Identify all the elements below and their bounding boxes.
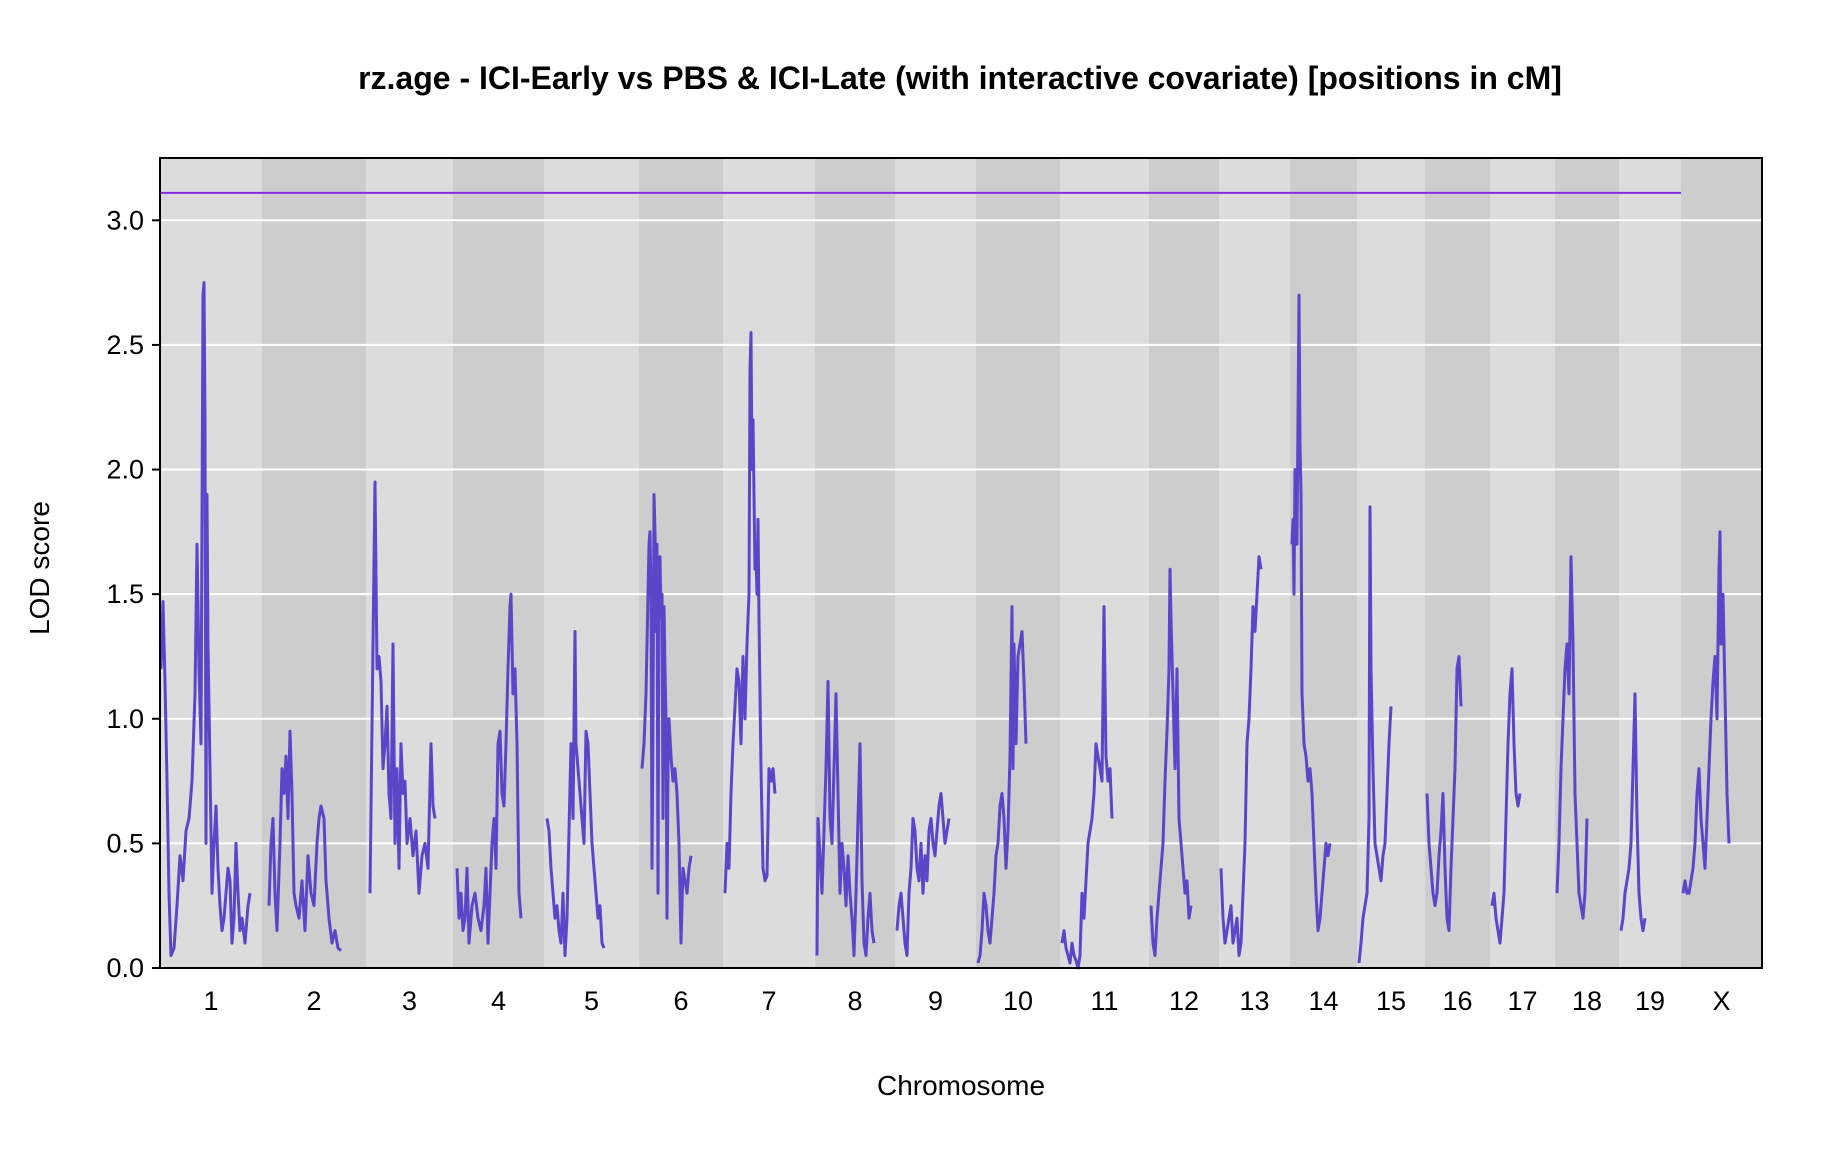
lod-curve-chr-7 [723,331,777,894]
lod-curve-chr-X [1681,530,1731,895]
lod-curve-chr-18 [1555,555,1589,920]
x-tick-label-chr-11: 11 [1090,986,1118,1016]
lod-curve-chr-12 [1149,567,1193,957]
lod-curve-chr-1 [159,281,252,957]
lod-curve-chr-11 [1060,605,1114,970]
y-tick-label-1.5: 1.5 [106,579,144,609]
lod-curves [159,281,1731,970]
chromosome-band-13 [1219,158,1290,968]
x-tick-label-chr-4: 4 [491,986,506,1016]
lod-curve-chr-15 [1357,505,1393,964]
lod-curve-chr-5 [545,630,606,957]
y-tick-label-0.0: 0.0 [106,953,144,983]
lod-curve-chr-3 [368,480,437,895]
chromosome-band-17 [1490,158,1555,968]
lod-curve-chr-17 [1490,667,1522,945]
lod-curve-chr-8 [815,679,876,957]
x-tick-label-chr-1: 1 [203,986,218,1016]
lod-curve-chr-4 [455,592,523,945]
grid-lines [160,219,1762,845]
x-axis-label: Chromosome [876,1070,1046,1101]
x-tick-label-chr-16: 16 [1442,986,1472,1016]
x-tick-label-chr-7: 7 [761,986,776,1016]
x-axis-ticks: 1 2 3 4 5 6 7 8 9 10 11 12 13 14 15 16 17 18 19 X [203,986,1730,1016]
y-axis-ticks: 0.0 0.5 1.0 1.5 2.0 2.5 3.0 [106,205,160,983]
x-tick-label-chr-15: 15 [1376,986,1406,1016]
plot-frame [159,157,1763,969]
chromosome-band-4 [453,158,544,968]
chromosome-band-19 [1619,158,1681,968]
y-tick-label-0.5: 0.5 [106,828,144,858]
x-tick-label-chr-9: 9 [928,986,943,1016]
x-tick-label-chr-19: 19 [1635,986,1665,1016]
lod-curve-chr-9 [895,792,951,957]
x-tick-label-chr-13: 13 [1239,986,1269,1016]
chromosome-band-10 [976,158,1060,968]
x-tick-label-chr-12: 12 [1169,986,1199,1016]
x-tick-label-chr-14: 14 [1308,986,1338,1016]
x-tick-label-chr-6: 6 [673,986,688,1016]
x-tick-label-chr-10: 10 [1003,986,1033,1016]
lod-curve-chr-10 [976,605,1028,964]
chromosome-band-8 [815,158,895,968]
lod-curve-chr-2 [267,729,342,952]
chromosome-band-2 [262,158,366,968]
x-tick-label-chr-17: 17 [1507,986,1537,1016]
x-tick-label-chr-8: 8 [847,986,862,1016]
lod-curve-chr-16 [1425,655,1463,933]
x-tick-label-chr-2: 2 [306,986,321,1016]
chromosome-band-16 [1425,158,1490,968]
y-tick-label-2.5: 2.5 [106,330,144,360]
plot-border [159,157,1763,969]
chromosome-band-3 [366,158,453,968]
x-tick-label-chr-X: X [1712,986,1730,1016]
y-tick-label-2.0: 2.0 [106,455,144,485]
lod-curve-chr-19 [1619,692,1647,933]
chromosome-band-12 [1149,158,1219,968]
y-tick-label-1.0: 1.0 [106,704,144,734]
x-tick-label-chr-5: 5 [584,986,599,1016]
x-tick-label-chr-3: 3 [402,986,417,1016]
chromosome-band-11 [1060,158,1149,968]
lod-curve-chr-6 [640,493,693,945]
lod-curve-chr-13 [1219,555,1263,957]
chart-title: rz.age - ICI-Early vs PBS & ICI-Late (wi… [358,60,1562,96]
y-tick-label-3.0: 3.0 [106,205,144,235]
lod-curve-chr-14 [1290,293,1332,933]
x-tick-label-chr-18: 18 [1572,986,1602,1016]
